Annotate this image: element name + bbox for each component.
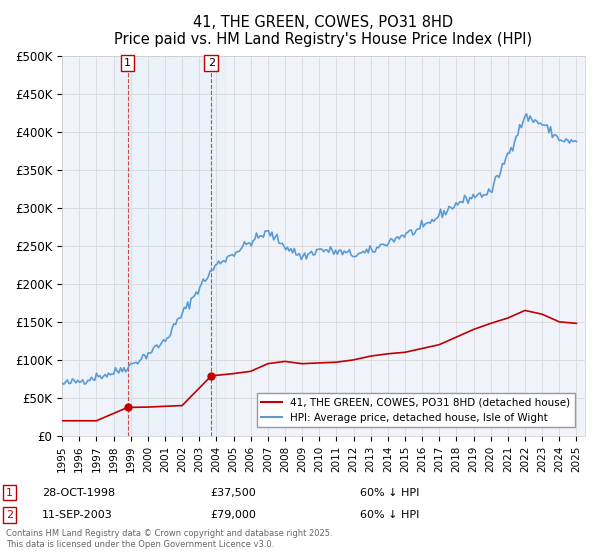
Text: 1: 1 [124, 58, 131, 68]
Text: £37,500: £37,500 [210, 488, 256, 498]
Text: 60% ↓ HPI: 60% ↓ HPI [360, 510, 419, 520]
Legend: 41, THE GREEN, COWES, PO31 8HD (detached house), HPI: Average price, detached ho: 41, THE GREEN, COWES, PO31 8HD (detached… [257, 394, 575, 427]
Title: 41, THE GREEN, COWES, PO31 8HD
Price paid vs. HM Land Registry's House Price Ind: 41, THE GREEN, COWES, PO31 8HD Price pai… [115, 15, 533, 48]
Text: 60% ↓ HPI: 60% ↓ HPI [360, 488, 419, 498]
Bar [113, 55, 225, 436]
Text: £79,000: £79,000 [210, 510, 256, 520]
Text: 1: 1 [6, 488, 13, 498]
Text: 2: 2 [208, 58, 215, 68]
Text: 11-SEP-2003: 11-SEP-2003 [42, 510, 113, 520]
Text: Contains HM Land Registry data © Crown copyright and database right 2025.
This d: Contains HM Land Registry data © Crown c… [6, 529, 332, 549]
Text: 28-OCT-1998: 28-OCT-1998 [42, 488, 115, 498]
Text: 2: 2 [6, 510, 13, 520]
